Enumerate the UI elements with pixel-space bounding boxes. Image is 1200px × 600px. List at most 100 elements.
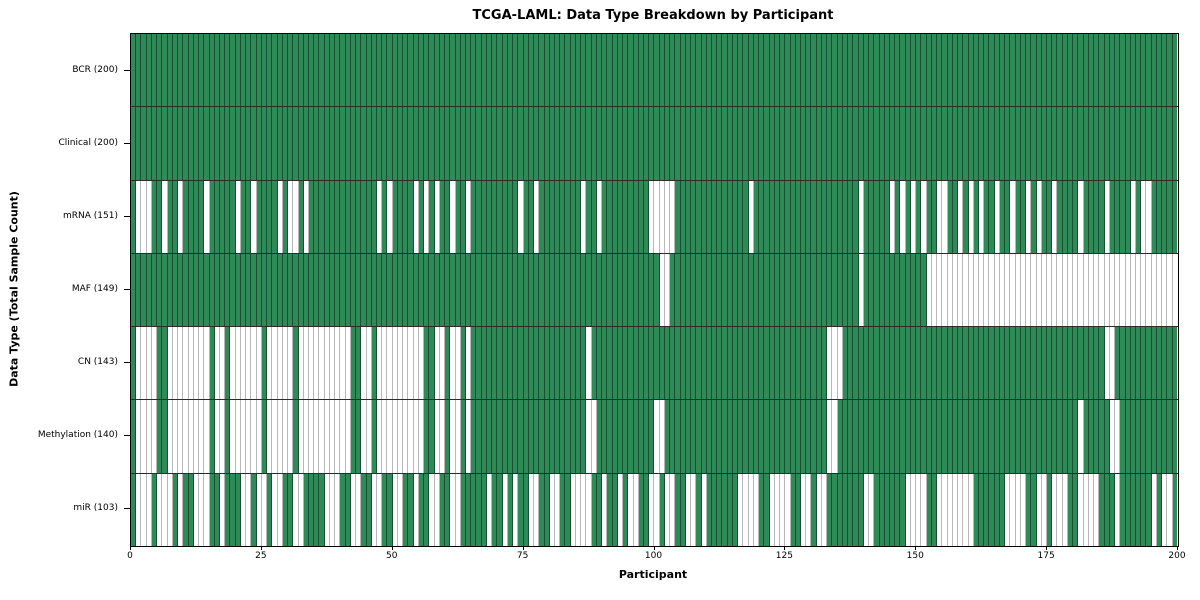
cell: [361, 253, 367, 327]
cell: [717, 473, 723, 546]
cell: [199, 180, 205, 253]
cell: [659, 253, 665, 327]
cell: [680, 180, 686, 253]
cell: [235, 473, 241, 546]
cell: [984, 253, 990, 327]
cell: [277, 34, 283, 107]
cell: [612, 34, 618, 107]
cell: [523, 253, 529, 327]
cell: [575, 107, 582, 180]
cell: [759, 253, 765, 327]
cell: [167, 400, 173, 473]
cell: [738, 473, 744, 546]
cell: [575, 253, 582, 327]
cell: [570, 34, 576, 107]
cell: [162, 473, 168, 546]
cell: [340, 253, 346, 327]
cell: [471, 34, 477, 107]
cell: [696, 107, 702, 180]
cell: [591, 473, 597, 546]
cell: [366, 473, 372, 546]
cell: [455, 253, 461, 327]
cell: [151, 107, 158, 180]
cell: [1172, 473, 1177, 546]
cell: [528, 253, 535, 327]
cell: [795, 473, 801, 546]
cell: [167, 327, 173, 400]
cell: [1156, 180, 1163, 253]
cell: [251, 107, 257, 180]
cell: [905, 180, 911, 253]
cell: [214, 180, 220, 253]
cell: [1115, 327, 1121, 400]
cell: [298, 327, 304, 400]
cell: [774, 34, 781, 107]
cell: [1151, 253, 1157, 327]
cell: [329, 253, 336, 327]
cell: [1146, 473, 1152, 546]
cell: [722, 473, 728, 546]
cell: [361, 180, 367, 253]
cell: [1094, 34, 1100, 107]
cell: [785, 107, 791, 180]
heatmap-rows: [131, 34, 1178, 546]
cell: [1088, 180, 1095, 253]
cell: [225, 327, 231, 400]
cell: [1136, 400, 1142, 473]
cell: [340, 180, 346, 253]
cell: [235, 180, 241, 253]
cell: [889, 473, 896, 546]
cell: [549, 34, 555, 107]
xtick-mark: [392, 546, 393, 550]
cell: [1125, 253, 1131, 327]
cell: [1141, 107, 1147, 180]
xtick-label-200: 200: [1168, 551, 1186, 561]
cell: [246, 180, 252, 253]
cell: [162, 253, 168, 327]
cell: [889, 107, 896, 180]
cell: [586, 253, 592, 327]
cell: [643, 253, 650, 327]
cell: [1141, 180, 1147, 253]
cell: [418, 107, 425, 180]
cell: [926, 180, 932, 253]
cell: [314, 180, 320, 253]
cell: [251, 34, 257, 107]
cell: [811, 253, 817, 327]
cell: [314, 400, 320, 473]
cell: [445, 180, 451, 253]
cell: [466, 400, 472, 473]
cell: [712, 107, 718, 180]
cell: [581, 327, 587, 400]
cell: [780, 400, 786, 473]
cell: [712, 253, 718, 327]
cell: [910, 400, 917, 473]
cell: [361, 327, 367, 400]
cell: [507, 327, 514, 400]
cell: [994, 107, 1000, 180]
cell: [146, 34, 152, 107]
cell: [544, 327, 550, 400]
cell: [1020, 327, 1027, 400]
cell: [1136, 34, 1142, 107]
cell: [1036, 180, 1042, 253]
cell: [727, 400, 733, 473]
xtick-mark: [1177, 546, 1178, 550]
cell: [1115, 253, 1121, 327]
cell: [403, 107, 409, 180]
cell: [225, 107, 231, 180]
cell: [774, 107, 781, 180]
cell: [712, 180, 718, 253]
cell: [607, 473, 613, 546]
cell: [1078, 34, 1084, 107]
cell: [167, 107, 173, 180]
cell: [732, 107, 739, 180]
cell: [209, 400, 215, 473]
cell: [314, 473, 320, 546]
cell: [984, 107, 990, 180]
cell: [649, 400, 655, 473]
cell: [654, 107, 660, 180]
cell: [795, 253, 801, 327]
cell: [931, 107, 938, 180]
cell: [790, 107, 796, 180]
